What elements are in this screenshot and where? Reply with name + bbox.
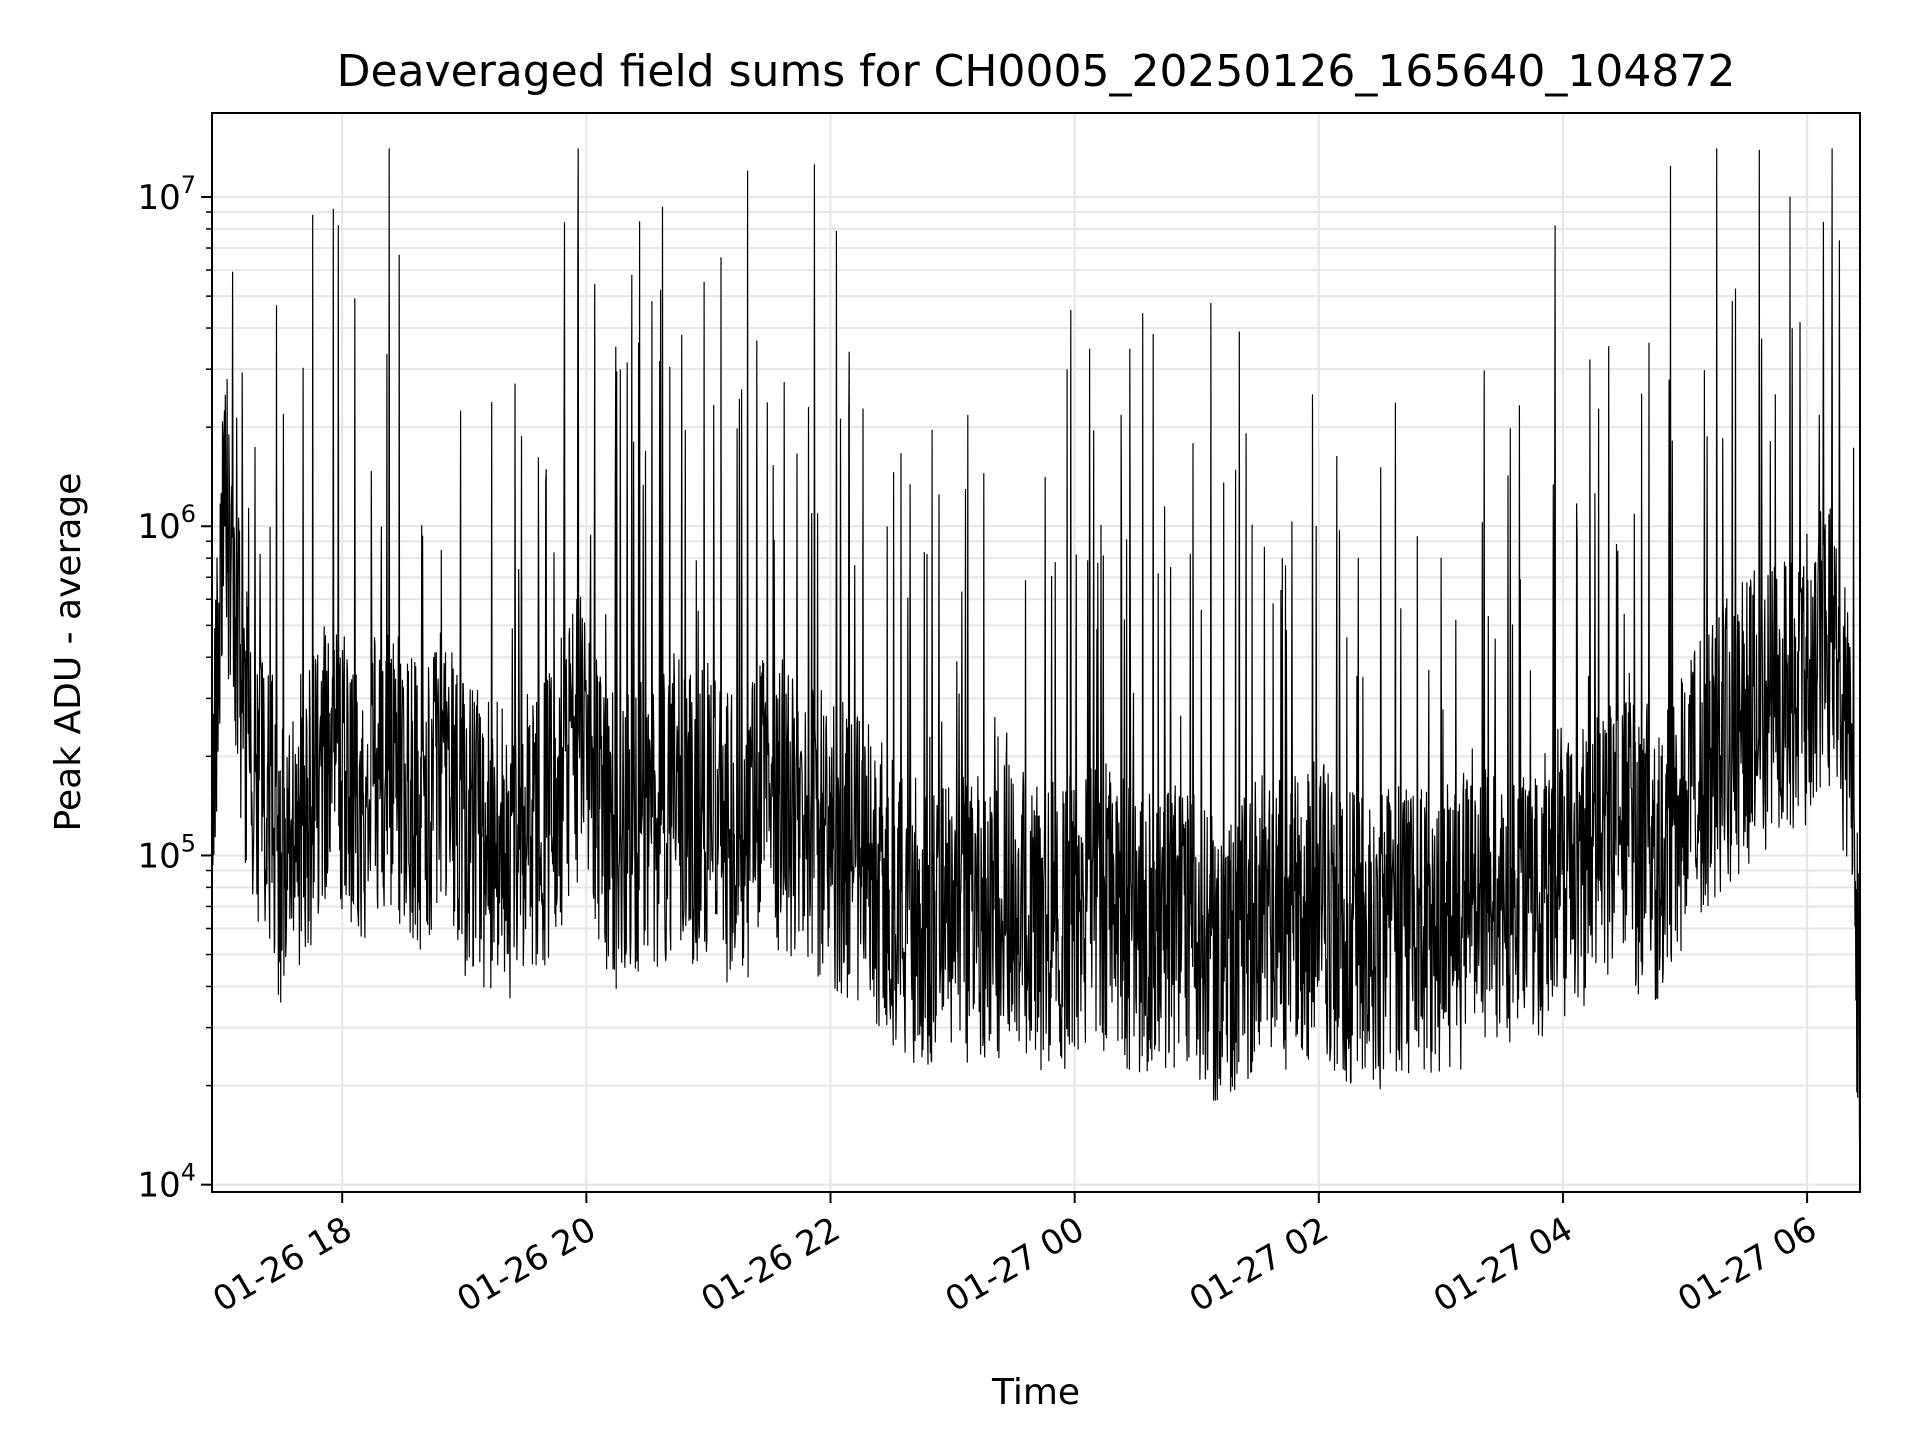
y-axis: 104 105 106 107: [137, 171, 212, 1206]
series-layer: [211, 148, 1861, 1142]
y-tick-label: 105: [137, 829, 196, 876]
series-line: [211, 148, 1861, 1142]
chart-title: Deaveraged field sums for CH0005_2025012…: [337, 46, 1736, 97]
y-tick-label: 107: [137, 171, 196, 218]
y-tick-label: 104: [137, 1159, 196, 1206]
y-tick-label: 106: [137, 500, 196, 547]
y-axis-label: Peak ADU - average: [48, 473, 89, 832]
x-axis-label: Time: [991, 1372, 1080, 1413]
plot-frame: [211, 112, 1861, 1193]
grid: [212, 113, 1860, 1192]
